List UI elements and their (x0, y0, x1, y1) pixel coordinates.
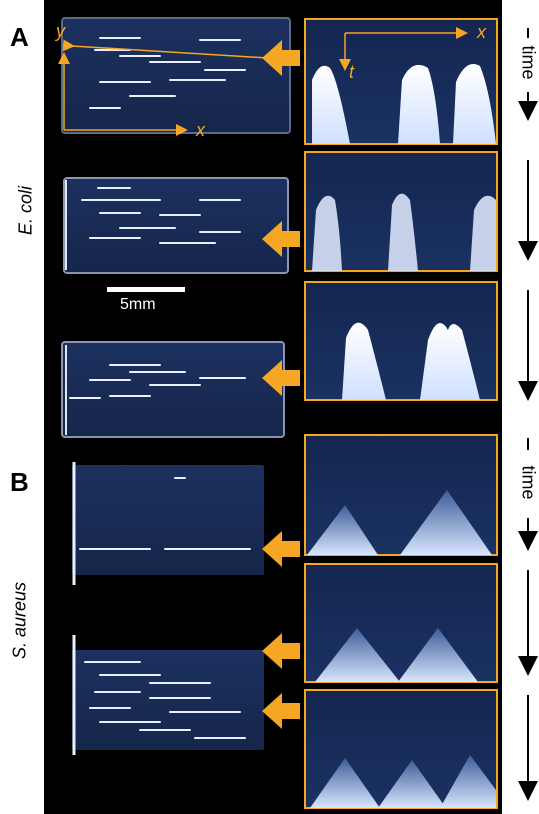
kymograph-2 (304, 151, 498, 272)
arrow-icon (262, 633, 300, 669)
kymograph-6 (304, 689, 498, 809)
channel-photo-3 (61, 341, 285, 438)
orange-arrows (262, 40, 300, 729)
time-label-b: time (518, 465, 539, 500)
kymograph-1 (304, 18, 498, 145)
kymographs (304, 18, 498, 809)
channel-photo-1 (61, 17, 291, 134)
axis-label-y: y (56, 21, 65, 41)
axis-label-t: t (349, 62, 355, 82)
axis-indicators (58, 27, 468, 136)
axis-label-x-photo: x (196, 120, 205, 140)
time-label-a: time (518, 45, 539, 80)
channel-photo-4 (72, 465, 264, 575)
arrow-icon (262, 221, 300, 257)
panel-b-letter: B (10, 467, 29, 497)
organism-label-a: E. coli (15, 185, 36, 236)
panel-a-letter: A (10, 22, 29, 52)
organism-label-b: S. aureus (9, 581, 30, 660)
kymograph-5 (304, 563, 498, 683)
axis-label-x-kymo: x (477, 22, 486, 42)
kymograph-3 (304, 281, 498, 401)
channel-photos (61, 17, 291, 755)
arrow-icon (262, 40, 300, 76)
arrow-icon (262, 360, 300, 396)
kymograph-4 (304, 434, 498, 556)
scale-bar-label: 5mm (120, 296, 156, 313)
scale-bar (107, 287, 185, 292)
channel-photo-5 (72, 650, 264, 750)
channel-photo-2 (63, 177, 289, 274)
arrow-icon (262, 531, 300, 567)
arrow-icon (262, 693, 300, 729)
